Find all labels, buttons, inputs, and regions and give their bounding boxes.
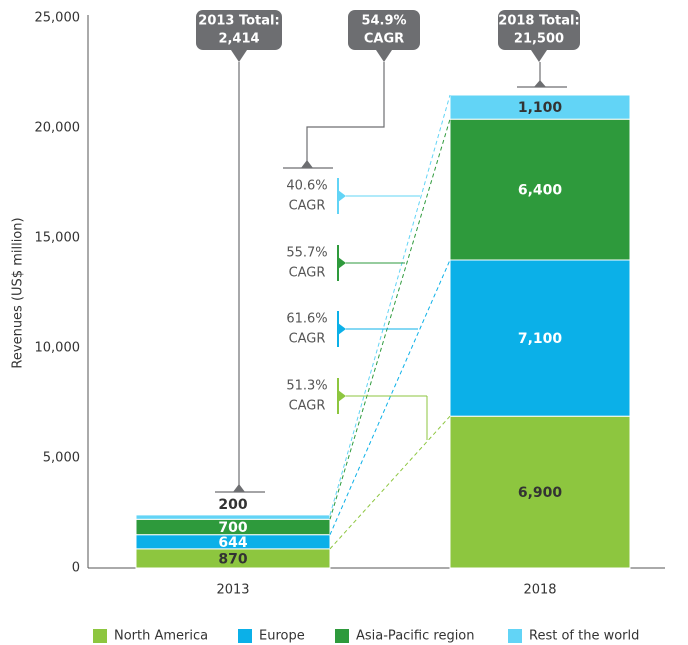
callout-text: 2,414 [218,32,259,47]
callout-box [348,10,420,50]
cagr-label: 51.3% [286,379,327,394]
cagr-arrow [338,323,346,335]
cagr-label: CAGR [289,332,326,347]
callout-box [196,10,282,50]
legend-swatch [335,629,349,643]
cagr-label: 55.7% [286,246,327,261]
legend-label: Asia-Pacific region [356,629,475,644]
y-tick-label: 20,000 [35,121,81,136]
callout-text: 2018 Total: [498,14,579,29]
cagr-label: CAGR [289,199,326,214]
bar-segment [449,415,631,569]
connector [329,119,451,520]
cagr-arrow [338,190,346,202]
data-label: 1,100 [518,100,563,116]
y-tick-label: 15,000 [35,231,81,246]
cagr-label: CAGR [289,399,326,414]
callout-text: 54.9% [361,14,406,29]
x-tick-label: 2018 [523,583,556,598]
y-tick-label: 5,000 [43,451,80,466]
data-label: 7,100 [518,331,563,347]
legend-label: Rest of the world [529,629,639,644]
data-label: 700 [218,520,247,536]
data-label: 870 [218,551,247,567]
y-tick-label: 10,000 [35,341,81,356]
y-tick-label: 0 [72,561,80,576]
connector [329,259,451,535]
bar-segment [449,94,631,120]
cagr-label: 61.6% [286,312,327,327]
bar-segment [449,118,631,261]
legend-label: North America [114,629,208,644]
legend-swatch [508,629,522,643]
callout-arrow [301,160,313,168]
callout-arrow [233,484,245,492]
data-label: 6,400 [518,183,563,199]
legend-swatch [93,629,107,643]
callout-arrow [534,80,546,87]
callout-pointer [231,50,247,62]
callout-text: CAGR [364,32,404,47]
data-label: 6,900 [518,485,563,501]
data-label: 644 [218,535,247,551]
x-tick-label: 2013 [216,583,249,598]
legend-label: Europe [259,629,305,644]
y-tick-label: 25,000 [35,11,81,26]
callout-text: 21,500 [514,32,564,47]
callout-box [498,10,580,50]
data-label: 200 [218,497,247,513]
connector [329,94,451,516]
callout-pointer [531,50,547,62]
callout-text: 2013 Total: [198,14,279,29]
bar-segment [449,259,631,417]
callout-pointer [376,50,392,62]
legend-swatch [238,629,252,643]
y-axis-label: Revenues (US$ million) [11,217,26,368]
bar-segment [135,514,331,520]
cagr-label: 40.6% [286,179,327,194]
cagr-label: CAGR [289,266,326,281]
cagr-arrow [338,390,346,402]
cagr-arrow [338,257,346,269]
callout-line [306,62,385,168]
connector [329,415,451,550]
